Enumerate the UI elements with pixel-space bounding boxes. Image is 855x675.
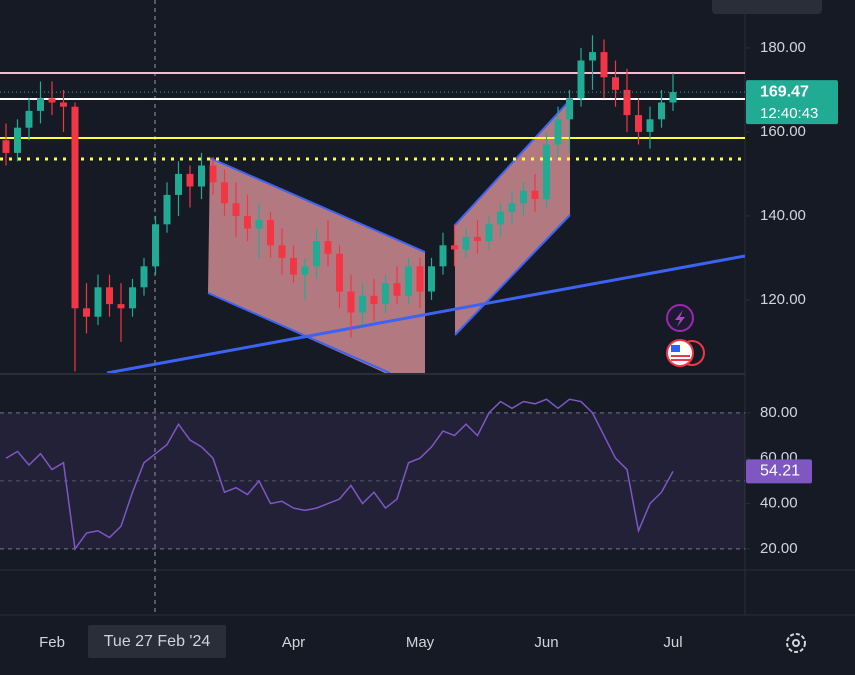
candle-body bbox=[2, 140, 10, 153]
y-tick-label: 20.00 bbox=[760, 540, 798, 557]
candle-body bbox=[244, 215, 251, 229]
candle-body bbox=[566, 98, 573, 120]
settings-icon-center bbox=[792, 639, 800, 647]
x-tick-label: Feb bbox=[39, 634, 65, 651]
rsi-band bbox=[0, 412, 745, 549]
candle-body bbox=[474, 236, 481, 242]
y-tick-label: 80.00 bbox=[760, 404, 798, 421]
candle-body bbox=[554, 119, 562, 145]
channel-edge bbox=[207, 292, 391, 373]
y-tick-label: 120.00 bbox=[760, 291, 806, 308]
candle-body bbox=[106, 287, 113, 305]
candle-body bbox=[393, 283, 401, 296]
candle-body bbox=[186, 173, 194, 187]
candle-body bbox=[14, 127, 21, 153]
rsi-pane bbox=[0, 398, 745, 551]
candle-body bbox=[428, 266, 435, 292]
candle-body bbox=[462, 236, 470, 250]
candle-body bbox=[623, 89, 631, 116]
candle-body bbox=[520, 190, 527, 204]
candle-body bbox=[370, 295, 378, 305]
candle-body bbox=[232, 203, 240, 216]
last-price-box bbox=[746, 80, 838, 125]
flag-icon[interactable] bbox=[666, 339, 694, 367]
candle-body bbox=[439, 245, 447, 267]
candle-body bbox=[497, 211, 504, 225]
candle-body bbox=[382, 283, 389, 305]
candle-body bbox=[290, 257, 297, 275]
channel-edge bbox=[454, 99, 571, 226]
candle-body bbox=[25, 110, 33, 128]
x-tick-label: Jun bbox=[534, 634, 558, 651]
channel-edge bbox=[454, 214, 571, 336]
candle-body bbox=[577, 60, 585, 99]
icons bbox=[666, 304, 705, 367]
candle-body bbox=[221, 182, 228, 204]
crosshair-label-box bbox=[88, 625, 226, 658]
candle-body bbox=[278, 245, 286, 258]
candle-body bbox=[129, 287, 136, 309]
candle-body bbox=[301, 266, 309, 275]
candle-body bbox=[94, 287, 102, 317]
lightning bbox=[675, 310, 685, 327]
candle-body bbox=[600, 52, 608, 78]
candle-body bbox=[347, 291, 355, 313]
candle-body bbox=[451, 245, 458, 250]
x-tick-label: Apr bbox=[282, 634, 305, 651]
rsi-line bbox=[5, 398, 674, 551]
y-tick-label: 40.00 bbox=[760, 495, 798, 512]
candle-body bbox=[209, 165, 217, 183]
candle-body bbox=[140, 266, 148, 288]
candle-body bbox=[359, 295, 366, 313]
flag-part bbox=[671, 345, 680, 352]
candle-body bbox=[658, 102, 665, 120]
candle-body bbox=[635, 115, 642, 132]
candle-body bbox=[163, 194, 171, 225]
channel-edge bbox=[209, 157, 426, 253]
candle-body bbox=[267, 220, 274, 246]
trendline bbox=[106, 254, 745, 373]
candle-body bbox=[60, 102, 67, 107]
candle-body bbox=[198, 165, 205, 187]
candle-body bbox=[152, 224, 159, 267]
top-button[interactable] bbox=[712, 0, 822, 14]
countdown-label: 12:40:43 bbox=[760, 105, 818, 122]
rsi-value-label: 54.21 bbox=[760, 463, 800, 480]
candle-body bbox=[612, 77, 619, 90]
candle-body bbox=[48, 98, 56, 103]
x-tick-label: Jul bbox=[663, 634, 682, 651]
candle-body bbox=[175, 173, 182, 195]
candle-body bbox=[255, 220, 263, 229]
candle-body bbox=[646, 119, 654, 132]
candle-body bbox=[589, 52, 596, 61]
y-tick-label: 180.00 bbox=[760, 39, 806, 56]
candle-body bbox=[485, 224, 493, 242]
candles bbox=[2, 35, 677, 372]
rsi-value-box bbox=[746, 459, 812, 484]
candle-body bbox=[669, 92, 677, 103]
candle-body bbox=[37, 98, 44, 111]
candle-body bbox=[324, 241, 332, 254]
candle-body bbox=[543, 144, 550, 200]
candle-body bbox=[83, 308, 90, 317]
candle-body bbox=[508, 203, 516, 212]
candle-body bbox=[405, 266, 412, 296]
x-tick-label: May bbox=[406, 634, 435, 651]
y-tick-label: 140.00 bbox=[760, 207, 806, 224]
candle-body bbox=[416, 266, 424, 292]
candle-body bbox=[117, 304, 125, 309]
settings-icon[interactable] bbox=[786, 633, 806, 653]
candle-body bbox=[336, 253, 343, 292]
candle-body bbox=[313, 241, 320, 267]
last-price-label: 169.47 bbox=[760, 83, 809, 100]
y-tick-label: 160.00 bbox=[760, 123, 806, 140]
candle-body bbox=[531, 190, 539, 200]
crosshair-label: Tue 27 Feb '24 bbox=[104, 633, 211, 650]
candle-body bbox=[71, 106, 79, 309]
